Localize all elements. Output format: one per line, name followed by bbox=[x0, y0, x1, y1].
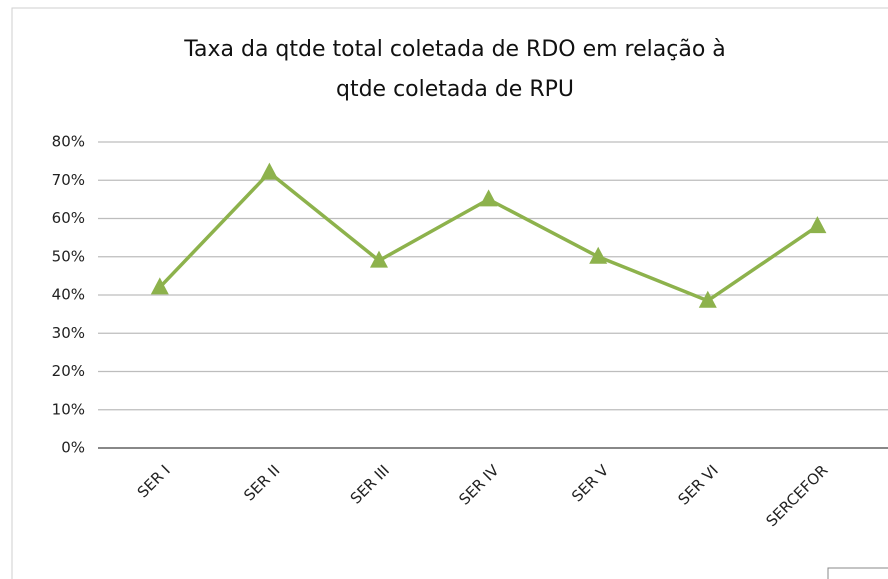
marker bbox=[370, 250, 388, 268]
y-tick-label: 50% bbox=[52, 247, 85, 265]
x-tick-label: SER III bbox=[347, 461, 393, 507]
y-tick-label: 60% bbox=[52, 209, 85, 227]
y-tick-label: 40% bbox=[52, 286, 85, 304]
x-tick-label: SER V bbox=[568, 461, 613, 506]
y-tick-label: 10% bbox=[52, 400, 85, 418]
y-tick-label: 70% bbox=[52, 171, 85, 189]
chart-title: Taxa da qtde total coletada de RDO em re… bbox=[183, 37, 726, 62]
chart-title: qtde coletada de RPU bbox=[336, 77, 574, 102]
y-tick-label: 0% bbox=[61, 439, 85, 457]
y-tick-label: 80% bbox=[52, 133, 85, 151]
corner-box bbox=[827, 567, 888, 579]
marker bbox=[698, 290, 717, 308]
x-tick-label: SER I bbox=[134, 461, 174, 501]
y-tick-label: 30% bbox=[52, 324, 85, 342]
y-tick-label: 20% bbox=[52, 362, 85, 380]
marker bbox=[479, 189, 498, 207]
marker bbox=[808, 216, 827, 234]
marker bbox=[260, 162, 279, 180]
marker bbox=[589, 246, 608, 264]
x-tick-label: SER VI bbox=[675, 461, 722, 508]
x-tick-label: SER II bbox=[240, 461, 283, 504]
marker bbox=[150, 277, 169, 295]
x-tick-label: SER IV bbox=[455, 461, 503, 509]
chart-border bbox=[11, 7, 888, 579]
x-tick-label: SERCEFOR bbox=[762, 461, 831, 530]
